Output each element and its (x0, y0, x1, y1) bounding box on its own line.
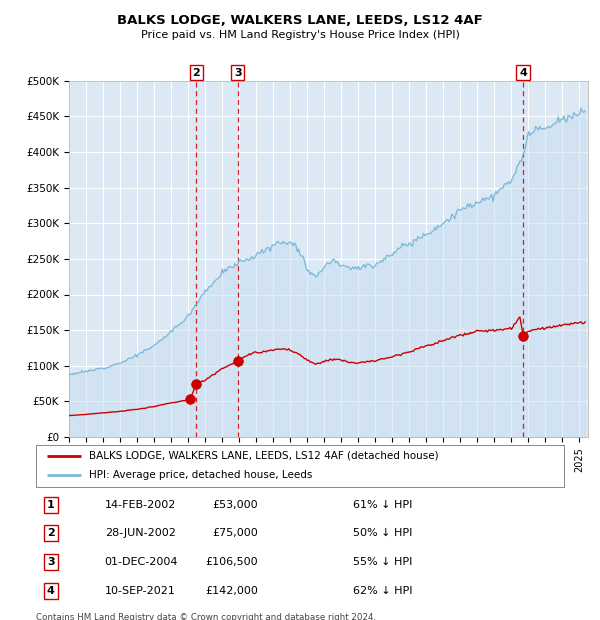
Text: £142,000: £142,000 (205, 586, 258, 596)
Text: BALKS LODGE, WALKERS LANE, LEEDS, LS12 4AF (detached house): BALKS LODGE, WALKERS LANE, LEEDS, LS12 4… (89, 451, 439, 461)
Text: 3: 3 (234, 68, 242, 78)
Text: Contains HM Land Registry data © Crown copyright and database right 2024.
This d: Contains HM Land Registry data © Crown c… (36, 613, 376, 620)
Text: 01-DEC-2004: 01-DEC-2004 (104, 557, 178, 567)
Text: 1: 1 (47, 500, 55, 510)
Text: £106,500: £106,500 (205, 557, 258, 567)
Text: 61% ↓ HPI: 61% ↓ HPI (353, 500, 412, 510)
Text: 10-SEP-2021: 10-SEP-2021 (104, 586, 176, 596)
Text: BALKS LODGE, WALKERS LANE, LEEDS, LS12 4AF: BALKS LODGE, WALKERS LANE, LEEDS, LS12 4… (117, 14, 483, 27)
Text: 14-FEB-2002: 14-FEB-2002 (104, 500, 176, 510)
Text: 4: 4 (519, 68, 527, 78)
Text: 28-JUN-2002: 28-JUN-2002 (104, 528, 176, 538)
Text: Price paid vs. HM Land Registry's House Price Index (HPI): Price paid vs. HM Land Registry's House … (140, 30, 460, 40)
Text: 2: 2 (47, 528, 55, 538)
Text: 2: 2 (193, 68, 200, 78)
Text: HPI: Average price, detached house, Leeds: HPI: Average price, detached house, Leed… (89, 471, 312, 480)
Text: 3: 3 (47, 557, 55, 567)
Text: £75,000: £75,000 (212, 528, 258, 538)
Text: 50% ↓ HPI: 50% ↓ HPI (353, 528, 412, 538)
Text: 55% ↓ HPI: 55% ↓ HPI (353, 557, 412, 567)
Text: 4: 4 (47, 586, 55, 596)
Text: £53,000: £53,000 (212, 500, 258, 510)
Text: 62% ↓ HPI: 62% ↓ HPI (353, 586, 412, 596)
